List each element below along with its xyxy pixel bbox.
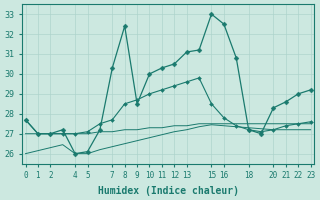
- X-axis label: Humidex (Indice chaleur): Humidex (Indice chaleur): [98, 186, 239, 196]
